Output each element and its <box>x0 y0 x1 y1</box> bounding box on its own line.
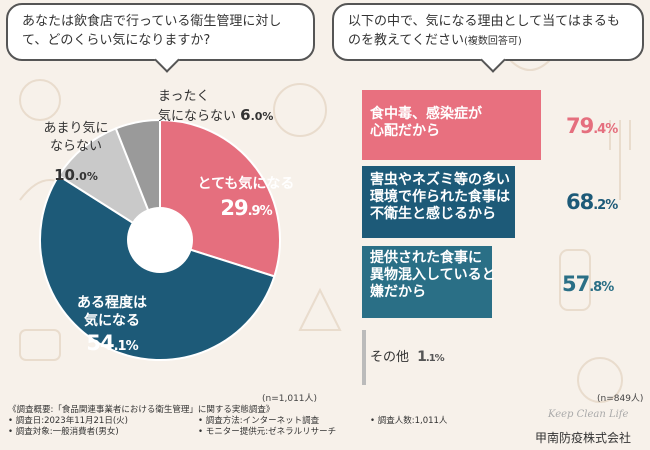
bubble-tail <box>480 47 506 73</box>
slice-value: 54.1% <box>86 331 138 355</box>
question1-bubble: あなたは飲食店で行っている衛生管理に対して、どのくらい気になりますか? <box>6 3 315 73</box>
pie-label-very-concerned: とても気になる 29.9% <box>186 175 306 221</box>
bar-value: 57.8% <box>562 272 614 296</box>
bar-value: 79.4% <box>566 114 618 138</box>
bar-label-line1: 害虫やネズミ等の多い <box>370 172 510 188</box>
summary-target: • 調査対象:一般消費者(男女) <box>8 427 119 437</box>
bubble-tail <box>154 47 180 73</box>
bar-label: 食中毒、感染症が 心配だから <box>370 106 482 140</box>
company-name: 甲南防疫株式会社 <box>535 431 632 445</box>
bar-fill <box>362 90 541 160</box>
slice-label-line2: 気になる <box>84 313 140 329</box>
slice-label-line1: まったく <box>158 89 210 104</box>
summary-col2: • 調査方法:インターネット調査 • モニター提供元:ゼネラルリサーチ <box>198 416 368 438</box>
summary-col3: • 調査人数:1,011人 <box>370 416 490 427</box>
bar-label-line1: その他 <box>370 350 410 365</box>
bar-label-line2: 心配だから <box>370 123 440 139</box>
slice-label-line2: ならない <box>49 139 102 154</box>
slice-value: 6.0% <box>240 106 274 124</box>
slice-value: 29.9% <box>220 196 272 220</box>
pie-chart <box>39 118 281 361</box>
bar-label: 害虫やネズミ等の多い 環境で作られた食事は 不衛生と感じるから <box>370 172 510 223</box>
summary-date: • 調査日:2023年11月21日(火) <box>8 416 128 426</box>
bar-value: 68.2% <box>566 190 618 214</box>
bar-fill <box>362 246 493 318</box>
bar-other: その他 1.1% <box>362 330 612 385</box>
summary-monitor: • モニター提供元:ゼネラルリサーチ <box>198 427 337 437</box>
summary-method: • 調査方法:インターネット調査 <box>198 416 320 426</box>
question2-text: 以下の中で、気になる理由として当てはまるものを教えてください <box>348 14 620 48</box>
bar-fill <box>362 330 366 385</box>
question2-bubble: 以下の中で、気になる理由として当てはまるものを教えてください(複数回答可) <box>332 3 644 73</box>
bar-fill <box>362 166 516 238</box>
bar-label-line2: 環境で作られた食事は <box>370 189 510 205</box>
pie-sample-size: (n=1,011人) <box>262 394 318 404</box>
slice-label-line1: あまり気に <box>43 121 109 136</box>
bar-label-line1: 提供された食事に <box>370 250 482 266</box>
slice-label-line1: ある程度は <box>77 295 147 311</box>
pie-label-not-much-concerned: あまり気に ならない 10.0% <box>36 120 116 186</box>
slice-label: とても気になる <box>197 176 295 192</box>
slice-label-line2: 気にならない <box>158 109 237 124</box>
bar-value: 1.1% <box>417 349 445 365</box>
question2-note: (複数回答可) <box>463 36 522 47</box>
bar-food-poisoning: 食中毒、感染症が 心配だから 79.4% <box>362 90 618 160</box>
slice-label-row: 気にならない 6.0% <box>158 106 308 126</box>
pie-center-hole <box>127 207 193 273</box>
pie-label-somewhat-concerned: ある程度は 気になる 54.1% <box>52 294 172 356</box>
bar-label-line1: 食中毒、感染症が <box>370 106 482 122</box>
summary-title: 《調査概要:「食品関連事業者における衛生管理」に関する実態調査》 <box>8 405 275 415</box>
question1-text: あなたは飲食店で行っている衛生管理に対して、どのくらい気になりますか? <box>22 14 282 48</box>
slice-value: 10.0% <box>54 166 98 184</box>
brand-signature: Keep Clean Life <box>548 409 629 420</box>
pie-label-not-concerned: まったく 気にならない 6.0% <box>158 88 308 126</box>
bar-foreign-matter: 提供された食事に 異物混入していると 嫌だから 57.8% <box>362 246 614 318</box>
bar-label: 提供された食事に 異物混入していると 嫌だから <box>370 250 496 301</box>
pie-slice-not-much-concerned <box>57 127 163 243</box>
bar-sample-size: (n=849人) <box>597 394 644 404</box>
bar-pests: 害虫やネズミ等の多い 環境で作られた食事は 不衛生と感じるから 68.2% <box>362 166 618 238</box>
summary-col1: 《調査概要:「食品関連事業者における衛生管理」に関する実態調査》 • 調査日:2… <box>8 405 338 438</box>
bar-label: その他 1.1% <box>370 349 445 367</box>
bar-label-line2: 異物混入していると <box>370 267 496 283</box>
bar-label-line3: 不衛生と感じるから <box>370 206 496 222</box>
bar-label-line3: 嫌だから <box>370 284 426 300</box>
summary-count: • 調査人数:1,011人 <box>370 416 448 426</box>
